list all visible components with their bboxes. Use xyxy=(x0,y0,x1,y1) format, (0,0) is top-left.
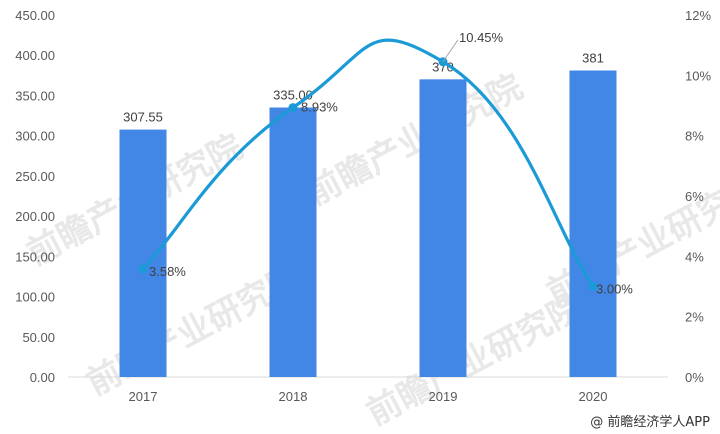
y2-tick-label: 2% xyxy=(685,310,704,325)
y2-tick-label: 12% xyxy=(685,8,711,23)
y2-tick-label: 10% xyxy=(685,68,711,83)
line-value-label: 10.45% xyxy=(459,30,504,45)
y-tick-label: 400.00 xyxy=(15,48,55,63)
bar-value-label: 307.55 xyxy=(123,110,163,125)
bar xyxy=(119,129,167,377)
y-tick-label: 300.00 xyxy=(15,129,55,144)
line-value-label: 3.58% xyxy=(149,264,186,279)
label-leader-line xyxy=(442,39,459,63)
y2-tick-label: 0% xyxy=(685,370,704,385)
bar xyxy=(269,107,317,377)
watermark-text: 前瞻产业研究院 xyxy=(360,287,589,434)
bar xyxy=(419,79,467,377)
y2-tick-label: 8% xyxy=(685,129,704,144)
y-tick-label: 200.00 xyxy=(15,209,55,224)
y-tick-label: 150.00 xyxy=(15,249,55,264)
x-tick-label: 2018 xyxy=(279,389,308,404)
y2-tick-label: 6% xyxy=(685,189,704,204)
watermark-text: 前瞻产业研究院 xyxy=(300,67,529,214)
growth-line xyxy=(141,38,595,289)
y-tick-label: 250.00 xyxy=(15,169,55,184)
line-point xyxy=(288,103,298,113)
y-tick-label: 50.00 xyxy=(22,330,55,345)
source-credit: @ 前瞻经济学人APP xyxy=(590,415,710,430)
line-value-label: 3.00% xyxy=(596,282,633,297)
line-point xyxy=(588,282,598,291)
line-point xyxy=(138,264,148,274)
x-tick-label: 2017 xyxy=(129,389,158,404)
bar xyxy=(569,70,617,378)
y-tick-label: 100.00 xyxy=(15,290,55,305)
bar-value-label: 370 xyxy=(432,59,454,74)
y2-tick-label: 4% xyxy=(685,249,704,264)
y-tick-label: 350.00 xyxy=(15,88,55,103)
y-tick-label: 450.00 xyxy=(15,8,55,23)
x-tick-label: 2020 xyxy=(579,389,608,404)
bar-value-label: 381 xyxy=(582,51,604,66)
y-tick-label: 0.00 xyxy=(30,370,55,385)
line-value-label: 8.93% xyxy=(301,100,338,115)
x-tick-label: 2019 xyxy=(429,389,458,404)
